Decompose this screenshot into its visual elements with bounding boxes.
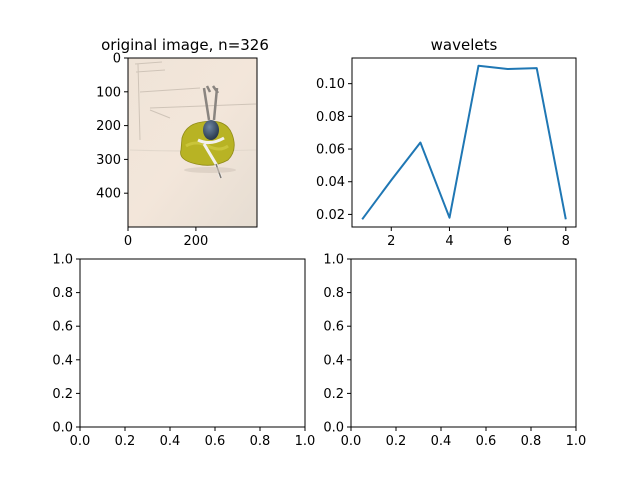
- empty-left-ticks: 0.0 0.2 0.4 0.6 0.8 1.0 0.0 0.2 0.4 0.6 0.8 1.0: [52, 253, 315, 450]
- y-tick-label: 100: [96, 85, 121, 100]
- x-tick-label: 2: [387, 234, 395, 249]
- x-tick-label: 0: [124, 234, 132, 249]
- y-tick-label: 0.6: [323, 320, 344, 335]
- wavelets-ticks: 2 4 6 8 0.02 0.04 0.06 0.08 0.10: [316, 77, 570, 249]
- y-tick-label: 0.0: [52, 421, 73, 436]
- x-tick-label: 200: [183, 234, 208, 249]
- image-frame: [127, 57, 258, 228]
- x-tick-label: 0.6: [205, 434, 226, 449]
- x-tick-label: 4: [445, 234, 453, 249]
- x-tick-label: 0.4: [431, 434, 452, 449]
- empty-panel-right: 0.0 0.2 0.4 0.6 0.8 1.0 0.0 0.2 0.4 0.6 0.8 1.0: [323, 253, 586, 450]
- y-tick-label: 0.0: [323, 421, 344, 436]
- y-tick-label: 0.8: [52, 286, 73, 301]
- y-tick-label: 0.6: [52, 320, 73, 335]
- y-tick-label: 0.04: [316, 175, 345, 190]
- x-tick-label: 0.8: [521, 434, 542, 449]
- y-tick-label: 0.4: [323, 353, 344, 368]
- y-tick-label: 1.0: [323, 253, 344, 268]
- x-tick-label: 1.0: [295, 434, 316, 449]
- wavelets-panel: wavelets 2 4 6 8 0.02 0.04 0.06 0.08 0.10: [316, 36, 577, 249]
- x-tick-label: 0.0: [341, 434, 362, 449]
- image-ticks: 0 200 0 100 200 300 400: [96, 52, 208, 250]
- y-tick-label: 0.2: [323, 387, 344, 402]
- y-tick-label: 400: [96, 187, 121, 202]
- x-tick-label: 6: [503, 234, 511, 249]
- y-tick-label: 0.2: [52, 387, 73, 402]
- y-tick-label: 0.10: [316, 77, 345, 92]
- empty-frame-right: [350, 258, 577, 428]
- photo-image: [128, 58, 257, 227]
- x-tick-label: 0.2: [386, 434, 407, 449]
- x-tick-label: 0.0: [70, 434, 91, 449]
- empty-frame-left: [79, 258, 306, 428]
- y-tick-label: 300: [96, 153, 121, 168]
- wavelets-title: wavelets: [431, 36, 498, 54]
- wavelet-series-line: [361, 64, 567, 220]
- empty-panel-left: 0.0 0.2 0.4 0.6 0.8 1.0 0.0 0.2 0.4 0.6 0.8 1.0: [52, 253, 315, 450]
- y-tick-label: 0: [113, 52, 121, 67]
- y-tick-label: 1.0: [52, 253, 73, 268]
- x-tick-label: 0.6: [476, 434, 497, 449]
- x-tick-label: 1.0: [566, 434, 587, 449]
- y-tick-label: 0.4: [52, 353, 73, 368]
- y-tick-label: 0.06: [316, 143, 345, 158]
- x-tick-label: 0.2: [115, 434, 136, 449]
- x-tick-label: 0.4: [160, 434, 181, 449]
- wavelets-frame: [351, 57, 577, 228]
- image-panel: original image, n=326: [96, 36, 269, 249]
- y-tick-label: 0.8: [323, 286, 344, 301]
- y-tick-label: 0.08: [316, 110, 345, 125]
- empty-right-ticks: 0.0 0.2 0.4 0.6 0.8 1.0 0.0 0.2 0.4 0.6 0.8 1.0: [323, 253, 586, 450]
- y-tick-label: 0.02: [316, 208, 345, 223]
- y-tick-label: 200: [96, 119, 121, 134]
- image-title: original image, n=326: [101, 36, 269, 54]
- x-tick-label: 8: [562, 234, 570, 249]
- x-tick-label: 0.8: [250, 434, 271, 449]
